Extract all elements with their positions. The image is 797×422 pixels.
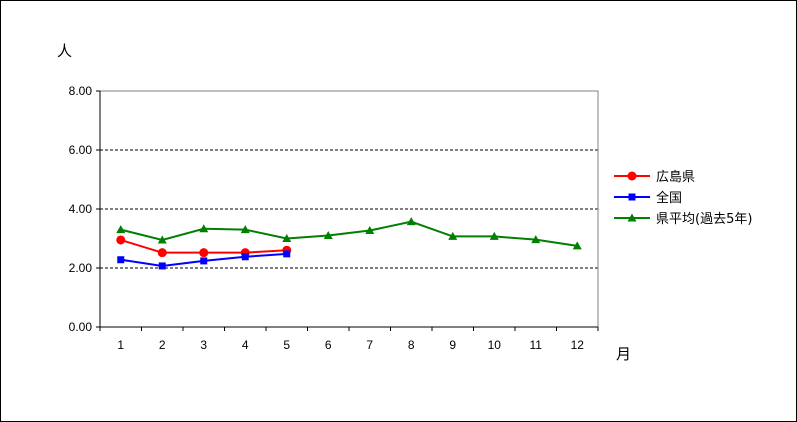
x-tick-label: 9	[449, 338, 456, 352]
x-tick-label: 10	[488, 338, 502, 352]
data-point	[365, 226, 375, 235]
y-tick-label: 4.00	[69, 202, 93, 216]
data-point	[323, 231, 333, 240]
legend-label: 県平均(過去5年)	[656, 212, 752, 227]
data-point	[282, 234, 292, 242]
data-point	[283, 250, 291, 258]
data-point	[489, 231, 499, 240]
legend-label: 広島県	[656, 170, 695, 185]
x-tick-label: 1	[117, 338, 124, 352]
y-tick-label: 8.00	[69, 84, 93, 98]
legend-marker	[627, 171, 637, 181]
data-point	[241, 253, 249, 261]
plot-area	[99, 90, 599, 328]
legend-marker	[627, 213, 637, 222]
series-line-2	[120, 220, 578, 247]
data-point	[157, 248, 167, 258]
x-tick-label: 6	[325, 338, 332, 352]
x-tick-label: 3	[200, 338, 207, 352]
data-point	[200, 257, 208, 265]
data-point	[199, 224, 209, 233]
data-point	[572, 241, 582, 250]
x-tick-label: 11	[530, 338, 543, 352]
data-point	[240, 225, 250, 234]
y-tick-label: 6.00	[69, 143, 93, 157]
x-tick-label: 8	[408, 338, 415, 352]
y-tick-label: 0.00	[69, 320, 93, 334]
data-point	[199, 248, 209, 258]
x-tick-label: 7	[366, 338, 373, 352]
y-axis-unit: 人	[57, 42, 72, 60]
x-tick-label: 4	[242, 338, 249, 352]
data-point	[117, 256, 125, 264]
x-tick-label: 2	[159, 338, 166, 352]
data-point	[116, 235, 126, 245]
x-axis-unit: 月	[616, 345, 631, 363]
data-point	[448, 231, 458, 240]
legend-marker	[628, 193, 636, 201]
y-tick-label: 2.00	[69, 261, 93, 275]
data-point	[531, 235, 541, 244]
data-point	[158, 262, 166, 270]
legend-label: 全国	[656, 190, 682, 206]
data-point	[406, 217, 416, 226]
data-point	[157, 235, 167, 244]
x-tick-label: 5	[283, 338, 290, 352]
x-tick-label: 12	[571, 338, 585, 352]
data-point	[116, 225, 126, 234]
